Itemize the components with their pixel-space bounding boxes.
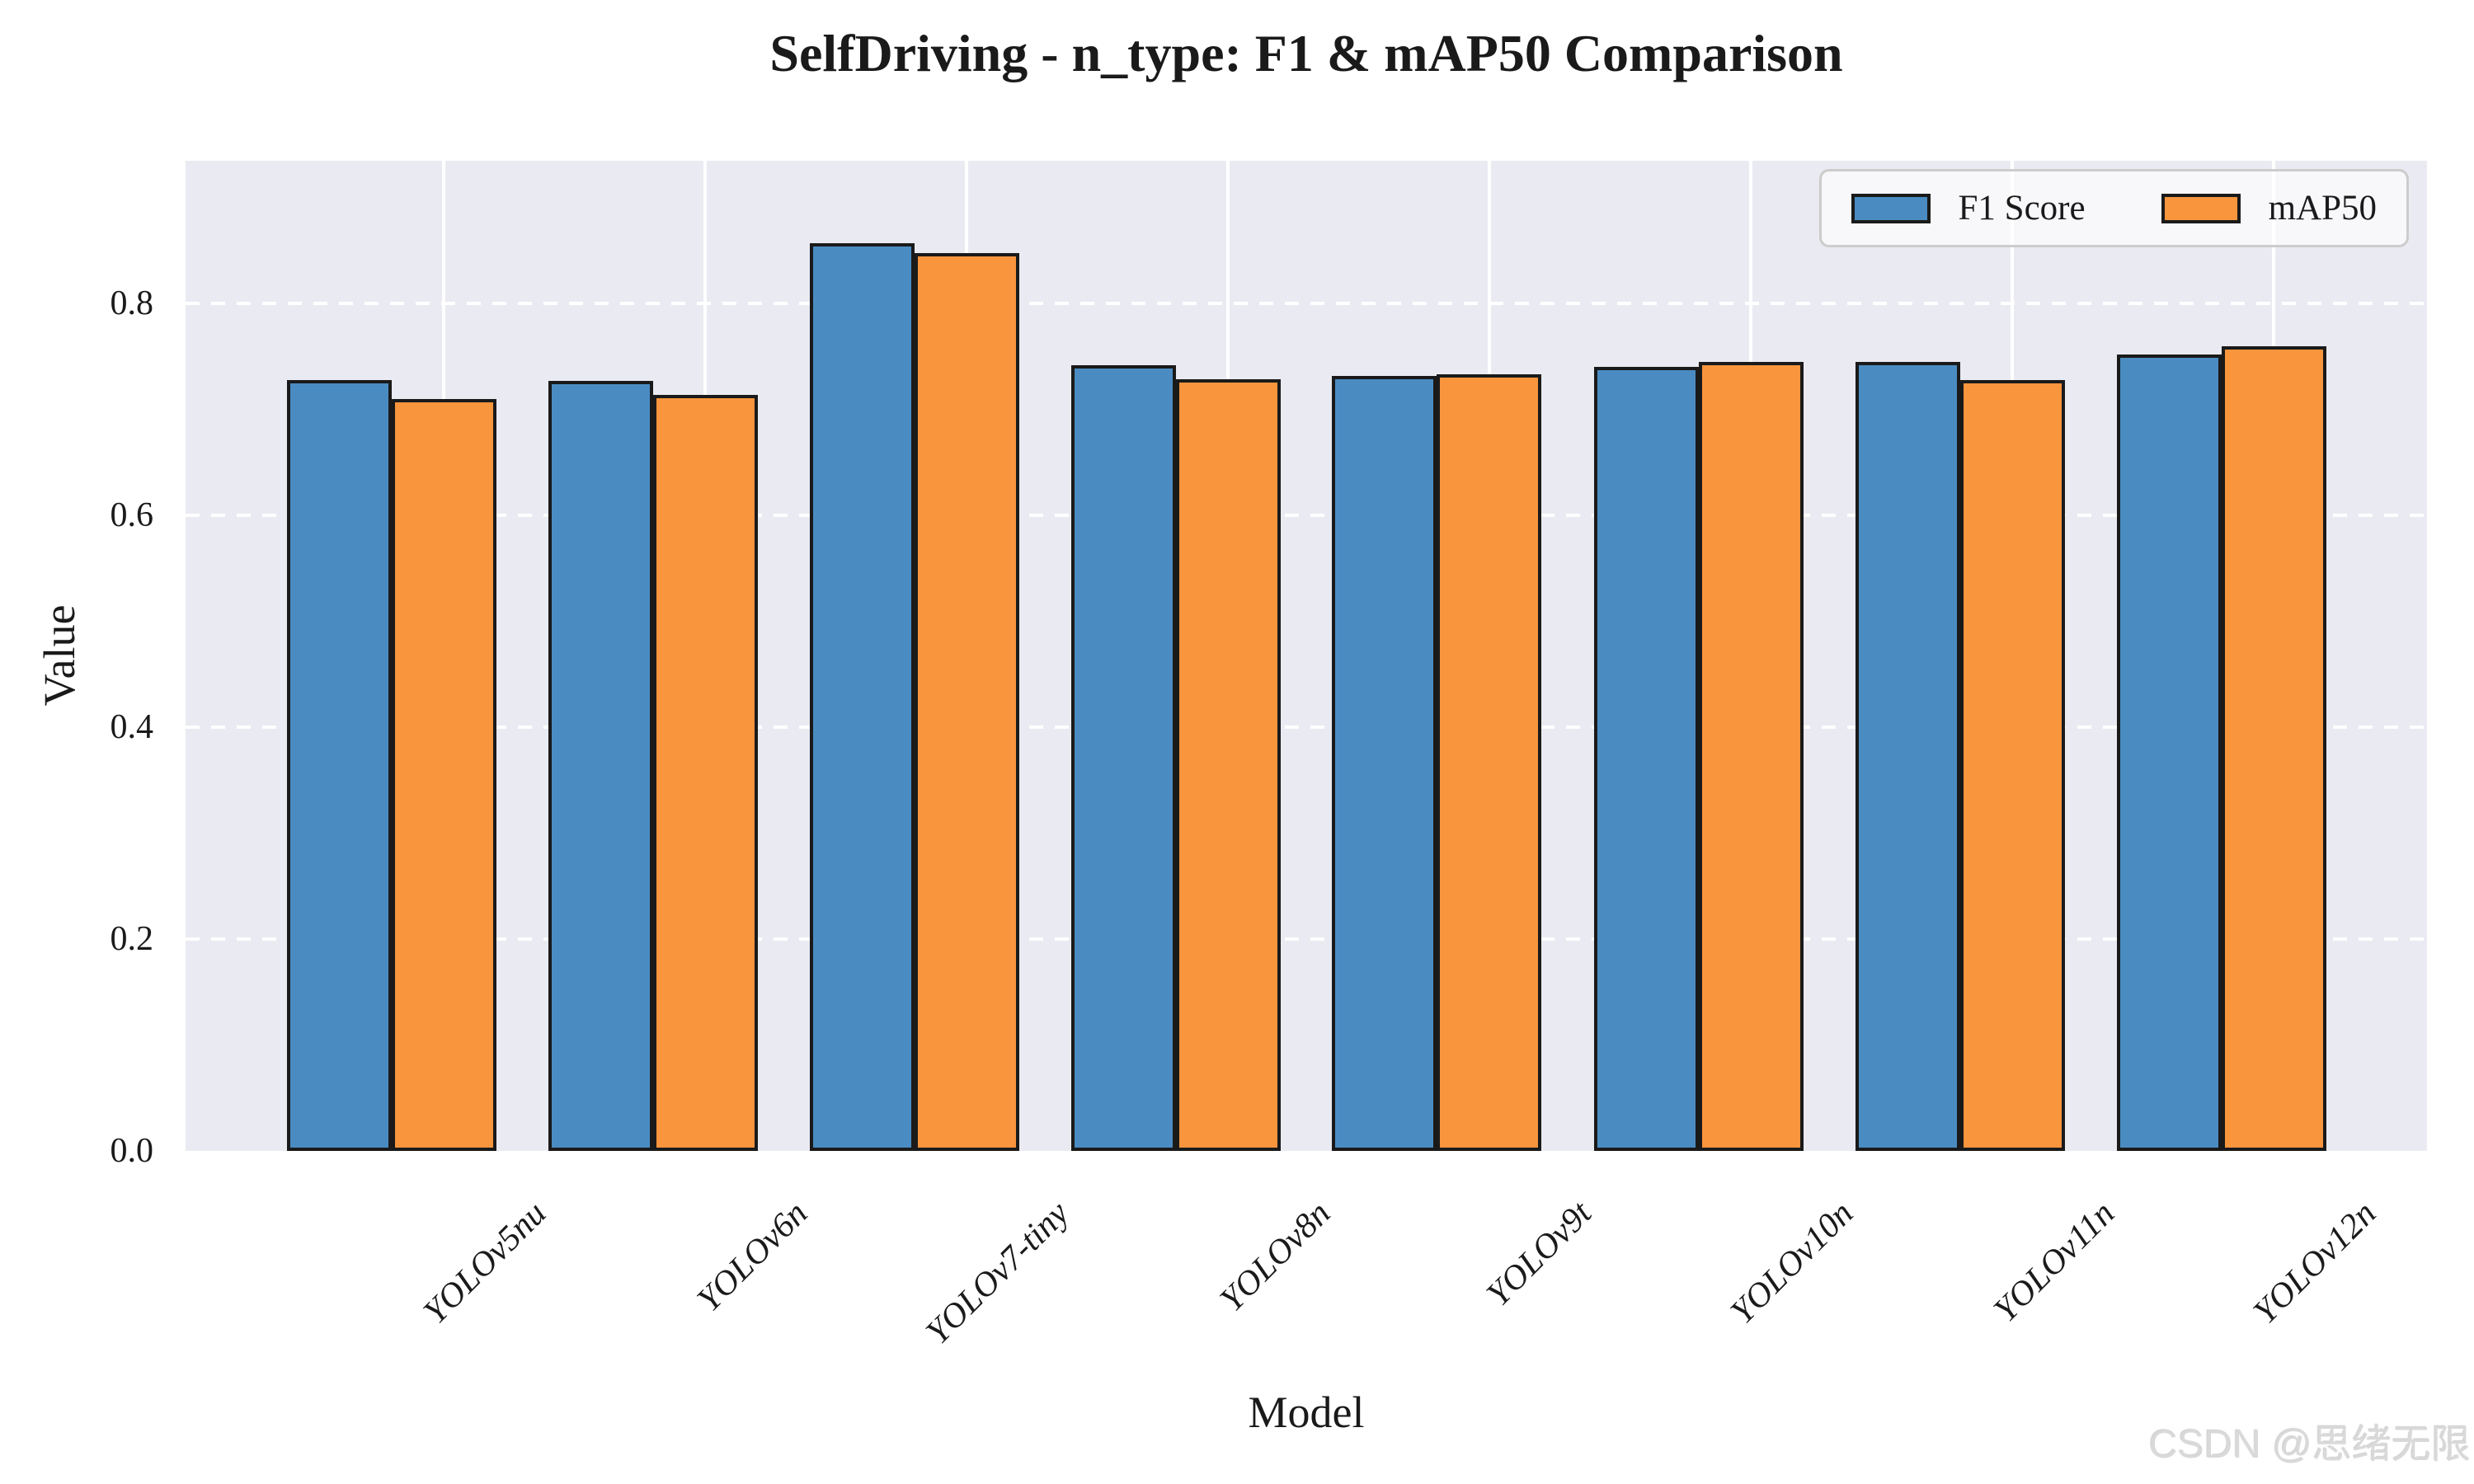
legend: F1 Score mAP50 [1818, 169, 2409, 247]
gridline-horizontal [186, 726, 2427, 730]
gridline-horizontal [186, 514, 2427, 518]
x-axis-label: Model [1248, 1388, 1365, 1437]
chart-title: SelfDriving - n_type: F1 & mAP50 Compari… [769, 24, 1843, 82]
x-tick-label-yolov12n: YOLOv12n [2246, 1194, 2384, 1331]
watermark: CSDN @思绪无限 [2148, 1423, 2471, 1467]
x-tick-label-yolov10n: YOLOv10n [1724, 1194, 1861, 1331]
x-tick-label-yolov6n: YOLOv6n [689, 1194, 816, 1320]
bar-f1-score-yolov5nu [286, 379, 392, 1151]
y-tick-label: 0.6 [110, 496, 154, 535]
bar-f1-score-yolov6n [548, 381, 653, 1151]
bar-f1-score-yolov10n [1593, 367, 1699, 1151]
bar-f1-score-yolov8n [1070, 364, 1176, 1151]
bar-map50-yolov10n [1698, 362, 1804, 1151]
y-tick-label: 0.8 [110, 284, 154, 323]
x-tick-label-yolov7-tiny: YOLOv7-tiny [919, 1194, 1077, 1352]
legend-label: F1 Score [1958, 189, 2086, 228]
bar-map50-yolov6n [652, 394, 758, 1151]
bar-map50-yolov9t [1437, 374, 1542, 1151]
legend-swatch-f1-score [1851, 193, 1931, 223]
y-axis-label: Value [35, 604, 84, 707]
legend-entry-map50: mAP50 [2161, 188, 2377, 228]
plot-area: F1 Score mAP50 [186, 161, 2427, 1151]
x-tick-label-yolov8n: YOLOv8n [1212, 1194, 1338, 1320]
bar-map50-yolov5nu [391, 399, 496, 1151]
bar-f1-score-yolov12n [2116, 355, 2222, 1151]
legend-entry-f1-score: F1 Score [1851, 188, 2086, 228]
y-tick-label: 0.0 [110, 1132, 154, 1170]
bar-f1-score-yolov11n [1855, 362, 1960, 1151]
x-tick-label-yolov9t: YOLOv9t [1479, 1194, 1600, 1314]
bars-layer [186, 161, 2427, 1151]
x-axis-tick-labels: YOLOv5nu YOLOv6n YOLOv7-tiny YOLOv8n YOLOv9t… [186, 1151, 2427, 1398]
legend-label: mAP50 [2268, 189, 2377, 228]
legend-swatch-map50 [2161, 193, 2241, 223]
gridline-horizontal [186, 302, 2427, 306]
bar-map50-yolov12n [2221, 345, 2326, 1151]
y-axis-tick-labels: 0.0 0.2 0.4 0.6 0.8 [0, 161, 154, 1168]
bar-map50-yolov11n [1959, 379, 2065, 1151]
x-tick-label-yolov5nu: YOLOv5nu [416, 1194, 554, 1331]
bar-map50-yolov8n [1175, 378, 1281, 1151]
x-tick-label-yolov11n: YOLOv11n [1987, 1194, 2123, 1330]
y-tick-label: 0.4 [110, 708, 154, 747]
bar-f1-score-yolov9t [1332, 375, 1437, 1151]
bar-map50-yolov7-tiny [914, 252, 1019, 1151]
y-tick-label: 0.2 [110, 920, 154, 959]
gridline-horizontal [186, 937, 2427, 942]
bar-f1-score-yolov7-tiny [809, 243, 915, 1151]
